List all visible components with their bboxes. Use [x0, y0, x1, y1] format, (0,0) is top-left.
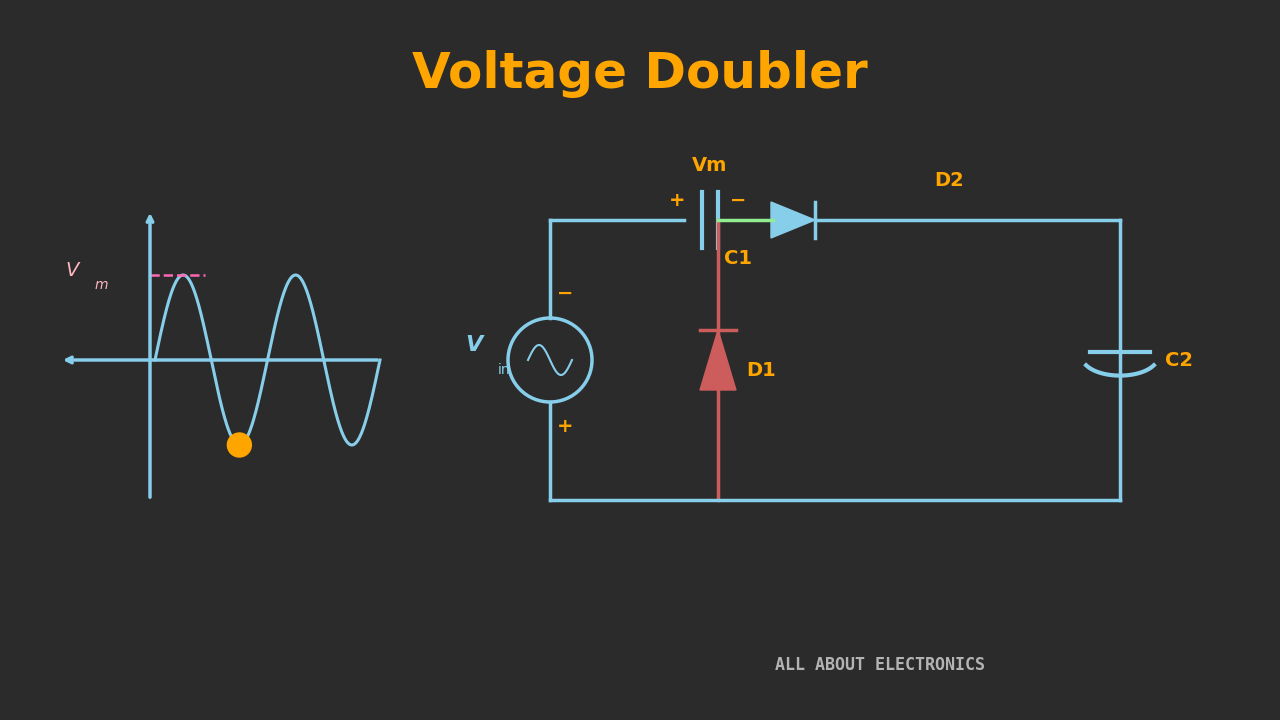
Text: C2: C2 — [1165, 351, 1193, 369]
Text: C1: C1 — [724, 248, 753, 268]
Text: in: in — [498, 363, 511, 377]
Text: V: V — [65, 261, 78, 279]
Polygon shape — [700, 330, 736, 390]
Circle shape — [228, 433, 251, 457]
Text: +: + — [668, 191, 685, 210]
Text: m: m — [95, 278, 109, 292]
Text: +: + — [557, 418, 573, 436]
Text: Vm: Vm — [692, 156, 728, 174]
Text: −: − — [730, 191, 746, 210]
Text: −: − — [557, 284, 573, 302]
Text: D1: D1 — [746, 361, 776, 379]
Polygon shape — [771, 202, 815, 238]
Text: Voltage Doubler: Voltage Doubler — [412, 50, 868, 98]
Text: V: V — [465, 335, 483, 355]
Text: D2: D2 — [934, 171, 964, 189]
Text: ALL ABOUT ELECTRONICS: ALL ABOUT ELECTRONICS — [774, 656, 986, 674]
